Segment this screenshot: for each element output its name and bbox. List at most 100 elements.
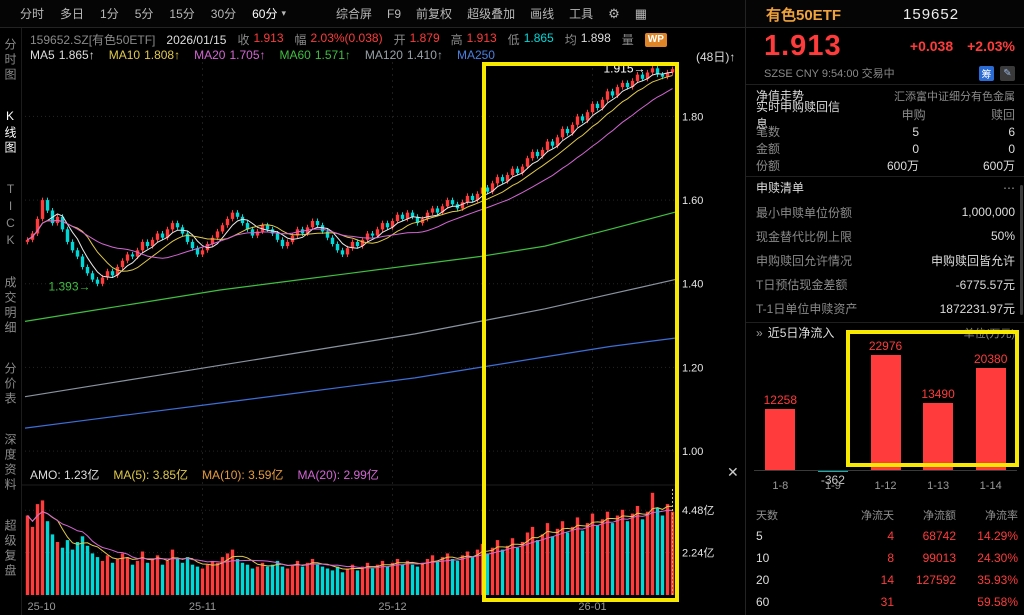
cell-net-rate: 14.29% [977, 529, 1018, 543]
flow-bar [817, 470, 848, 472]
kv-t1-unit-asset: T-1日单位申赎资产 1872231.97元 [746, 296, 1024, 320]
ma120-pair: MA120 1.410↑ [365, 48, 443, 62]
period-tab-5min[interactable]: 5分 [134, 7, 154, 21]
period-tab-15min[interactable]: 15分 [169, 7, 195, 21]
scrollbar-thumb[interactable] [1020, 185, 1023, 315]
flow-value-label: 12258 [763, 392, 797, 407]
cell-net-amount: 68742 [922, 529, 956, 543]
flow-x-label: 1-8 [772, 480, 789, 492]
low-pair: 低 1.865 [508, 31, 554, 48]
close-icon[interactable]: ✕ [727, 464, 739, 480]
table-row: 5 4 68742 14.29% [746, 525, 1024, 547]
kv-label: 最小申赎单位份额 [756, 205, 853, 220]
visible-range-label[interactable]: (48日)↑ [696, 50, 736, 64]
price-change: +0.038 [909, 38, 954, 54]
kv-label: T日预估现金差额 [756, 277, 848, 292]
toolbar-item-f9[interactable]: F9 [387, 6, 402, 21]
toolbar-item-forward-adjust[interactable]: 前复权 [416, 7, 453, 21]
sidebar-item-kline[interactable]: K线图 [3, 109, 17, 156]
ma60-label: MA60 [279, 48, 311, 62]
chip-badge-icon[interactable]: 筹 [979, 65, 994, 81]
gear-icon[interactable]: ⚙ [608, 5, 620, 21]
kv-label: 现金替代比例上限 [756, 229, 853, 244]
stock-name: 有色50ETF [766, 6, 842, 24]
net-inflow-title: 近5日净流入 [767, 326, 835, 340]
row-buy-value: 5 [912, 124, 919, 139]
ma60-value: 1.571↑ [314, 48, 351, 62]
period-tab-fenshi[interactable]: 分时 [20, 7, 45, 21]
symbol-label: 159652.SZ[有色50ETF] [30, 33, 156, 47]
ma250-label: MA250 [456, 48, 495, 62]
kv-label: 申购赎回允许情况 [756, 253, 853, 268]
cell-net-days: 31 [880, 595, 894, 609]
grid-layout-icon[interactable]: ▦ [634, 5, 648, 21]
flow-bar [975, 368, 1006, 470]
col-buy-header: 申购 [901, 108, 926, 122]
flow-bar-chart: 12258 1-8 -362 1-9 22976 1-12 13490 1-13 20380 1-… [754, 339, 1017, 500]
kline-chart[interactable]: 1.00 1.20 1.40 1.60 1.80 4.48亿 2.24亿 25-10 25-11… [22, 62, 745, 615]
close-value: 1.913 [253, 31, 284, 45]
period-tab-60min[interactable]: 60分 [252, 7, 278, 21]
flow-table-header: 天数 净流天 净流额 净流率 [746, 505, 1024, 525]
last-price: 1.913 [764, 29, 842, 62]
chevron-right-icon: » [756, 325, 763, 340]
kv-value: 50% [990, 229, 1015, 243]
row-label: 份额 [756, 159, 781, 173]
cell-net-amount: 99013 [922, 551, 956, 565]
wp-badge[interactable]: WP [644, 32, 667, 47]
cell-net-days: 8 [887, 551, 894, 565]
svg-text:1.80: 1.80 [682, 111, 703, 123]
th-net-days: 净流天 [861, 510, 894, 522]
subs-row-amount: 金额 0 0 [746, 140, 1024, 157]
chevron-down-icon[interactable]: ▾ [281, 8, 287, 18]
toolbar-item-super-overlay[interactable]: 超级叠加 [467, 7, 516, 21]
sidebar-item-super-replay[interactable]: 超级复盘 [3, 519, 17, 579]
period-tab-duori[interactable]: 多日 [60, 7, 85, 21]
high-label: 高 [450, 33, 463, 47]
more-icon[interactable]: ⋯ [1003, 180, 1015, 195]
sidebar-item-price-table[interactable]: 分价表 [3, 362, 17, 407]
cell-net-days: 4 [887, 529, 894, 543]
low-label: 低 [507, 33, 520, 47]
topbar-stock-header: 有色50ETF 159652 [745, 0, 1024, 28]
close-pair: 收 1.913 [237, 31, 283, 48]
sidebar-item-tick[interactable]: TICK [3, 182, 18, 250]
row-label: 笔数 [756, 125, 781, 139]
ma10-pair: MA10 1.808↑ [109, 48, 180, 62]
period-tabs: 分时 多日 1分 5分 15分 30分 60分 ▾ 综合屏 F9 前复权 超级叠… [0, 5, 647, 22]
toolbar-item-composite-screen[interactable]: 综合屏 [336, 7, 373, 21]
amo-value: AMO: 1.23亿 [30, 468, 100, 482]
price-row: 1.913 +0.038 +2.03% [746, 30, 1024, 62]
cell-net-rate: 24.30% [977, 551, 1018, 565]
flow-x-label: 1-12 [874, 480, 897, 492]
toolbar-item-draw-line[interactable]: 画线 [530, 7, 555, 21]
kv-allow-status: 申购赎回允许情况 申购赎回皆允许 [746, 248, 1024, 272]
svg-text:1.393→: 1.393→ [48, 280, 90, 294]
cell-days: 5 [756, 529, 763, 543]
pencil-icon[interactable]: ✎ [1000, 65, 1015, 81]
date-label: 2026/01/15 [166, 32, 227, 47]
ma120-label: MA120 [364, 48, 403, 62]
svg-text:25-10: 25-10 [28, 601, 56, 613]
nav-trend-label: 净值走势 [756, 89, 805, 103]
th-net-rate: 净流率 [985, 510, 1018, 522]
left-sidebar: 分时图 K线图 TICK 成交明细 分价表 深度资料 超级复盘 [0, 28, 22, 615]
subs-list-title: 申赎清单 [756, 181, 805, 195]
sidebar-item-trade-detail[interactable]: 成交明细 [3, 276, 17, 336]
period-tab-1min[interactable]: 1分 [100, 7, 119, 21]
topbar: 分时 多日 1分 5分 15分 30分 60分 ▾ 综合屏 F9 前复权 超级叠… [0, 0, 1024, 28]
sidebar-item-depth-info[interactable]: 深度资料 [3, 433, 17, 493]
flow-x-label: 1-13 [927, 480, 950, 492]
open-label: 开 [393, 33, 406, 47]
sidebar-item-fenshitu[interactable]: 分时图 [3, 38, 17, 83]
right-panel: 1.913 +0.038 +2.03% SZSE CNY 9:54:00 交易中… [745, 28, 1024, 615]
toolbar-item-tools[interactable]: 工具 [569, 7, 594, 21]
ma120-value: 1.410↑ [406, 48, 443, 62]
svg-text:1.20: 1.20 [682, 362, 703, 374]
market-status: SZSE CNY 9:54:00 交易中 [764, 68, 895, 80]
cell-net-rate: 35.93% [977, 573, 1018, 587]
period-tab-30min[interactable]: 30分 [210, 7, 237, 21]
kv-est-cash-diff: T日预估现金差额 -6775.57元 [746, 272, 1024, 296]
nav-trend-row[interactable]: 净值走势 汇添富中证细分有色金属 [746, 84, 1024, 106]
